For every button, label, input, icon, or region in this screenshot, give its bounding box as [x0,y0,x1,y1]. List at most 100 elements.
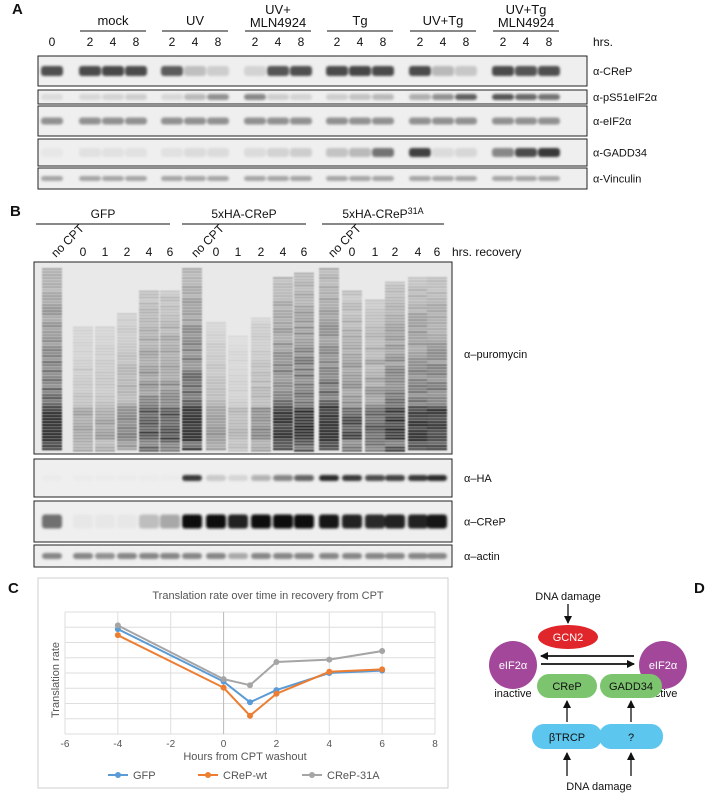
group-label: UV+Tg [423,13,464,28]
eif2-inactive-label: eIF2α [499,660,528,672]
data-point [326,656,333,663]
lane-label: no CPT [188,221,227,260]
lane-label: no CPT [325,221,364,260]
legend-label: CReP-31A [327,770,380,782]
x-tick-label: -4 [113,739,122,750]
blot-b-2: α–HA [33,458,492,498]
lane-label: 4 [415,245,422,259]
lane-label: 8 [298,35,305,49]
data-point [114,632,121,639]
series-line [117,624,383,687]
unknown-shape [599,724,663,749]
antibody-label: α-Vinculin [593,174,641,186]
group-label: MLN4924 [250,15,306,30]
lane-label: 6 [301,245,308,259]
lane-label: 2 [87,35,94,49]
chart-x-ticks: -6 -4 -2 0 2 4 6 8 [61,739,439,750]
lane-label: 2 [334,35,341,49]
chart-series [114,622,386,719]
dna-damage-top-label: DNA damage [535,591,600,603]
group-label: UV+ [265,2,291,17]
chart-legend: GFP CReP-wt CReP-31A [108,770,380,782]
data-point [220,676,227,683]
inactive-label: inactive [494,688,531,700]
btrcp-label: βTRCP [549,732,585,744]
data-point [114,622,121,629]
group-label: UV+Tg [506,2,547,17]
lane-label: 2 [124,245,131,259]
dna-damage-bottom-label: DNA damage [566,781,631,793]
panel-letter-a: A [12,1,23,18]
blot-a-1: α-CReP [37,55,632,87]
legend-marker [309,772,315,778]
lane-label: 1 [372,245,379,259]
time-unit-label: hrs. recovery [452,245,521,259]
antibody-label: α-pS51eIF2α [593,92,658,104]
eif2-active-label: eIF2α [649,660,678,672]
lane-label: 4 [146,245,153,259]
group-label: GFP [91,207,116,221]
lane-label: 4 [523,35,530,49]
lane-label: 8 [546,35,553,49]
data-point [326,668,333,675]
data-point [247,699,253,706]
lane-label: 0 [49,35,56,49]
data-point [379,666,386,673]
lane-label: 4 [275,35,282,49]
lane-label: 4 [440,35,447,49]
data-point [273,659,280,666]
antibody-label: α–HA [464,473,492,485]
panel-d: D DNA damage GCN2 eIF2α inactive eIF2α a… [489,580,705,793]
x-tick-label: 4 [327,739,333,750]
blot-a-4: α-GADD34 [37,138,647,167]
chart-title: Translation rate over time in recovery f… [152,590,384,602]
group-label: MLN4924 [498,15,554,30]
chart-x-label: Hours from CPT washout [183,751,306,763]
blot-a-5: α-Vinculin [37,167,641,190]
group-label: Tg [352,13,367,28]
antibody-label: α–puromycin [464,349,527,361]
lane-label: 1 [235,245,242,259]
group-label: UV [186,13,204,28]
legend-marker [115,772,121,778]
data-point [273,690,280,697]
lane-label: 8 [380,35,387,49]
crep-label: CReP [552,681,581,693]
btrcp-shape [532,724,602,749]
x-tick-label: -6 [61,739,70,750]
lane-label: 2 [169,35,176,49]
legend-label: CReP-wt [223,770,267,782]
lane-label: 4 [110,35,117,49]
panel-letter-c: C [8,580,19,597]
lane-label: 0 [80,245,87,259]
lane-label: 4 [357,35,364,49]
blot-b-3: α–CReP [33,500,506,543]
antibody-label: α-eIF2α [593,116,632,128]
blot-a-3: α-eIF2α [37,105,632,137]
series-line [117,634,383,718]
lane-label: 2 [258,245,265,259]
antibody-label: α-GADD34 [593,148,647,160]
gcn2-shape [538,625,598,649]
antibody-label: α–CReP [464,517,506,529]
lane-label: 2 [417,35,424,49]
lane-label: 8 [215,35,222,49]
x-tick-label: 0 [221,739,227,750]
gadd34-label: GADD34 [609,681,653,693]
lane-label: 8 [133,35,140,49]
data-point [247,682,253,689]
antibody-label: α-CReP [593,66,632,78]
gcn2-label: GCN2 [553,632,584,644]
chart-y-label: Translation rate [50,642,62,718]
lane-label: 2 [252,35,259,49]
time-unit-label: hrs. [593,35,613,49]
x-tick-label: 8 [432,739,438,750]
group-label: mock [97,13,129,28]
legend-label: GFP [133,770,156,782]
crep-shape [537,674,597,698]
blot-b-4: α–actin [33,544,500,568]
lane-label: 0 [349,245,356,259]
